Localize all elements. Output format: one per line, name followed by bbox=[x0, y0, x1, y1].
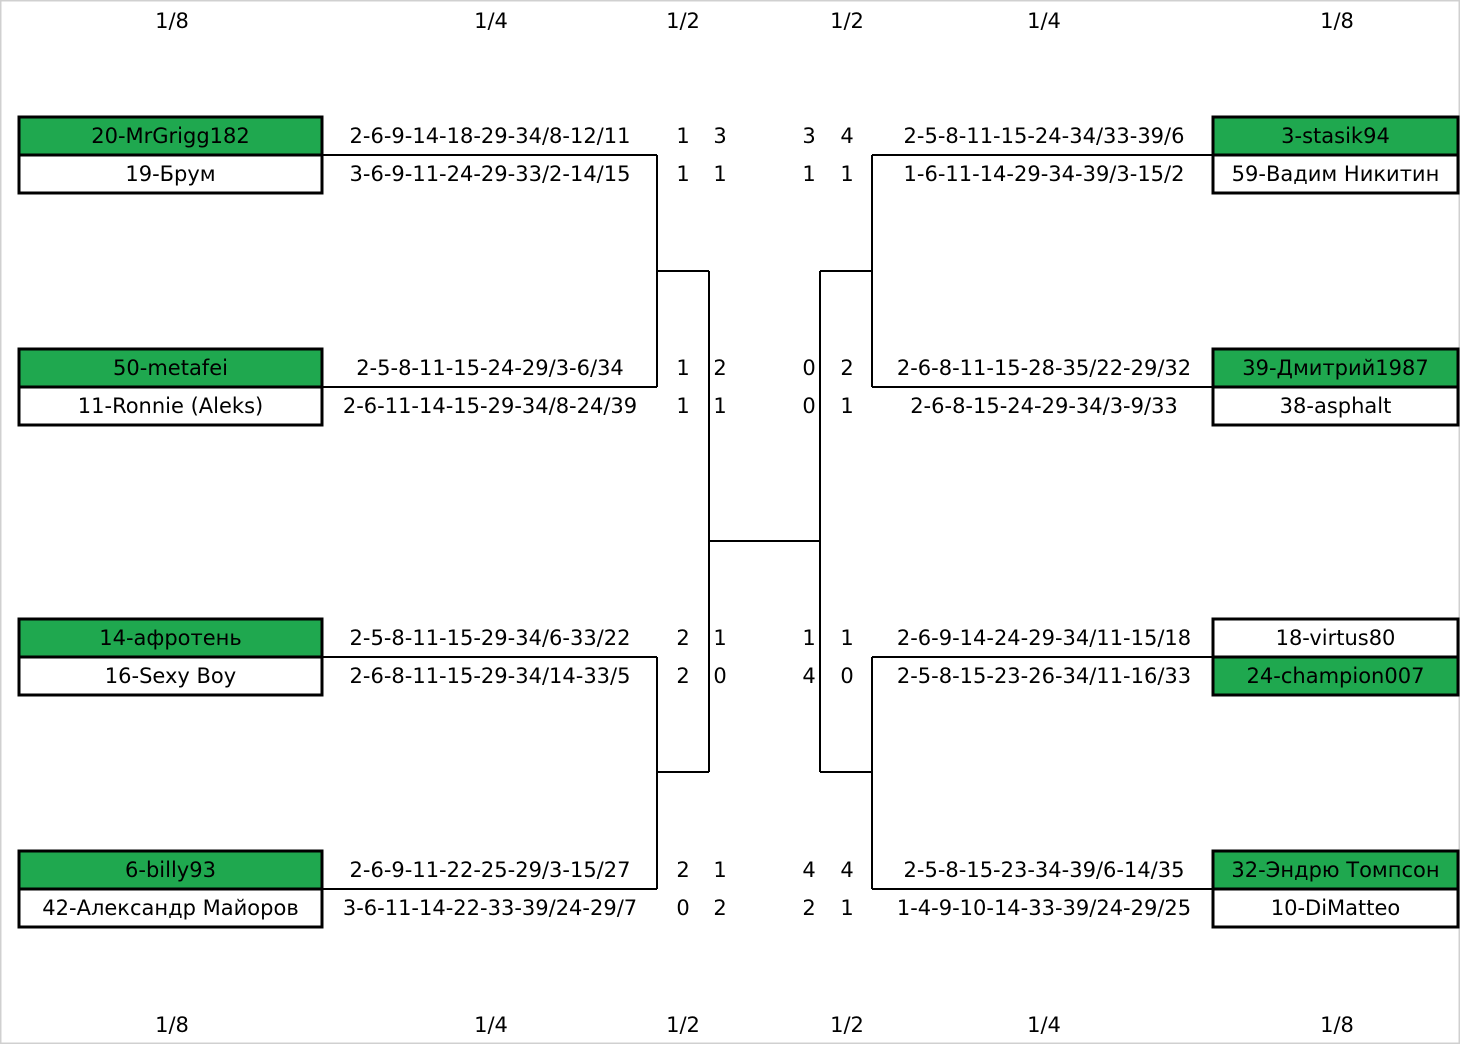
score: 2 bbox=[676, 626, 689, 650]
score: 1 bbox=[713, 394, 726, 418]
round-label: 1/8 bbox=[1320, 1013, 1354, 1037]
player-cell bbox=[17, 385, 324, 427]
score: 2 bbox=[676, 858, 689, 882]
round-label: 1/8 bbox=[155, 9, 189, 33]
player-name: 11-Ronnie (Aleks) bbox=[78, 394, 263, 418]
player-name: 14-афротень bbox=[99, 626, 242, 650]
score: 3 bbox=[713, 124, 726, 148]
player-name: 3-stasik94 bbox=[1281, 124, 1390, 148]
player-name: 50-metafei bbox=[113, 356, 228, 380]
round-label: 1/2 bbox=[830, 1013, 864, 1037]
player-name: 18-virtus80 bbox=[1276, 626, 1396, 650]
score: 0 bbox=[840, 664, 853, 688]
score: 0 bbox=[802, 356, 815, 380]
player-cell bbox=[1211, 385, 1460, 427]
prediction-sequence: 1-6-11-14-29-34-39/3-15/2 bbox=[904, 162, 1185, 186]
player-cell bbox=[17, 887, 324, 929]
player-cell bbox=[17, 347, 324, 389]
round-label: 1/4 bbox=[474, 1013, 508, 1037]
prediction-sequence: 3-6-11-14-22-33-39/24-29/7 bbox=[343, 896, 637, 920]
player-cell bbox=[1211, 617, 1460, 659]
round-label: 1/2 bbox=[666, 9, 700, 33]
score: 2 bbox=[713, 896, 726, 920]
score: 2 bbox=[713, 356, 726, 380]
score: 1 bbox=[676, 356, 689, 380]
score: 1 bbox=[840, 162, 853, 186]
round-label: 1/2 bbox=[666, 1013, 700, 1037]
player-name: 10-DiMatteo bbox=[1271, 896, 1401, 920]
player-cell bbox=[1211, 887, 1460, 929]
player-name: 39-Дмитрий1987 bbox=[1242, 356, 1429, 380]
prediction-sequence: 2-5-8-11-15-29-34/6-33/22 bbox=[350, 626, 631, 650]
player-name: 24-champion007 bbox=[1247, 664, 1425, 688]
prediction-sequence: 2-6-9-14-24-29-34/11-15/18 bbox=[897, 626, 1191, 650]
player-cell bbox=[17, 115, 324, 157]
score: 2 bbox=[802, 896, 815, 920]
player-name: 20-MrGrigg182 bbox=[91, 124, 250, 148]
player-cell bbox=[1211, 849, 1460, 891]
score: 1 bbox=[713, 162, 726, 186]
score: 4 bbox=[802, 858, 815, 882]
player-cell bbox=[17, 153, 324, 195]
prediction-sequence: 3-6-9-11-24-29-33/2-14/15 bbox=[350, 162, 631, 186]
player-cell bbox=[17, 849, 324, 891]
round-label: 1/8 bbox=[155, 1013, 189, 1037]
score: 1 bbox=[676, 124, 689, 148]
player-cell bbox=[1211, 655, 1460, 697]
score: 1 bbox=[713, 858, 726, 882]
player-name: 19-Брум bbox=[125, 162, 215, 186]
round-label: 1/4 bbox=[1027, 1013, 1061, 1037]
prediction-sequence: 2-6-11-14-15-29-34/8-24/39 bbox=[343, 394, 637, 418]
player-name: 6-billy93 bbox=[125, 858, 216, 882]
score: 0 bbox=[802, 394, 815, 418]
round-label: 1/2 bbox=[830, 9, 864, 33]
prediction-sequence: 2-6-8-11-15-29-34/14-33/5 bbox=[350, 664, 631, 688]
score: 1 bbox=[713, 626, 726, 650]
score: 2 bbox=[676, 664, 689, 688]
score: 3 bbox=[802, 124, 815, 148]
prediction-sequence: 2-6-9-11-22-25-29/3-15/27 bbox=[350, 858, 631, 882]
player-cell bbox=[1211, 153, 1460, 195]
score: 4 bbox=[802, 664, 815, 688]
player-name: 32-Эндрю Томпсон bbox=[1231, 858, 1439, 882]
round-label: 1/4 bbox=[1027, 9, 1061, 33]
prediction-sequence: 1-4-9-10-14-33-39/24-29/25 bbox=[897, 896, 1191, 920]
prediction-sequence: 2-5-8-15-23-26-34/11-16/33 bbox=[897, 664, 1191, 688]
round-label: 1/8 bbox=[1320, 9, 1354, 33]
score: 4 bbox=[840, 858, 853, 882]
score: 1 bbox=[676, 394, 689, 418]
player-name: 38-asphalt bbox=[1280, 394, 1392, 418]
player-name: 42-Александр Майоров bbox=[42, 896, 298, 920]
score: 1 bbox=[802, 626, 815, 650]
player-cell bbox=[17, 655, 324, 697]
score: 4 bbox=[840, 124, 853, 148]
prediction-sequence: 2-6-8-11-15-28-35/22-29/32 bbox=[897, 356, 1191, 380]
score: 1 bbox=[840, 626, 853, 650]
score: 2 bbox=[840, 356, 853, 380]
score: 1 bbox=[676, 162, 689, 186]
score: 1 bbox=[840, 896, 853, 920]
score: 1 bbox=[802, 162, 815, 186]
prediction-sequence: 2-5-8-11-15-24-29/3-6/34 bbox=[356, 356, 624, 380]
prediction-sequence: 2-6-9-14-18-29-34/8-12/11 bbox=[350, 124, 631, 148]
player-name: 16-Sexy Boy bbox=[105, 664, 236, 688]
score: 0 bbox=[713, 664, 726, 688]
score: 1 bbox=[840, 394, 853, 418]
prediction-sequence: 2-5-8-15-23-34-39/6-14/35 bbox=[904, 858, 1185, 882]
player-cell bbox=[17, 617, 324, 659]
score: 0 bbox=[676, 896, 689, 920]
player-name: 59-Вадим Никитин bbox=[1232, 162, 1440, 186]
prediction-sequence: 2-6-8-15-24-29-34/3-9/33 bbox=[910, 394, 1178, 418]
round-label: 1/4 bbox=[474, 9, 508, 33]
prediction-sequence: 2-5-8-11-15-24-34/33-39/6 bbox=[904, 124, 1185, 148]
